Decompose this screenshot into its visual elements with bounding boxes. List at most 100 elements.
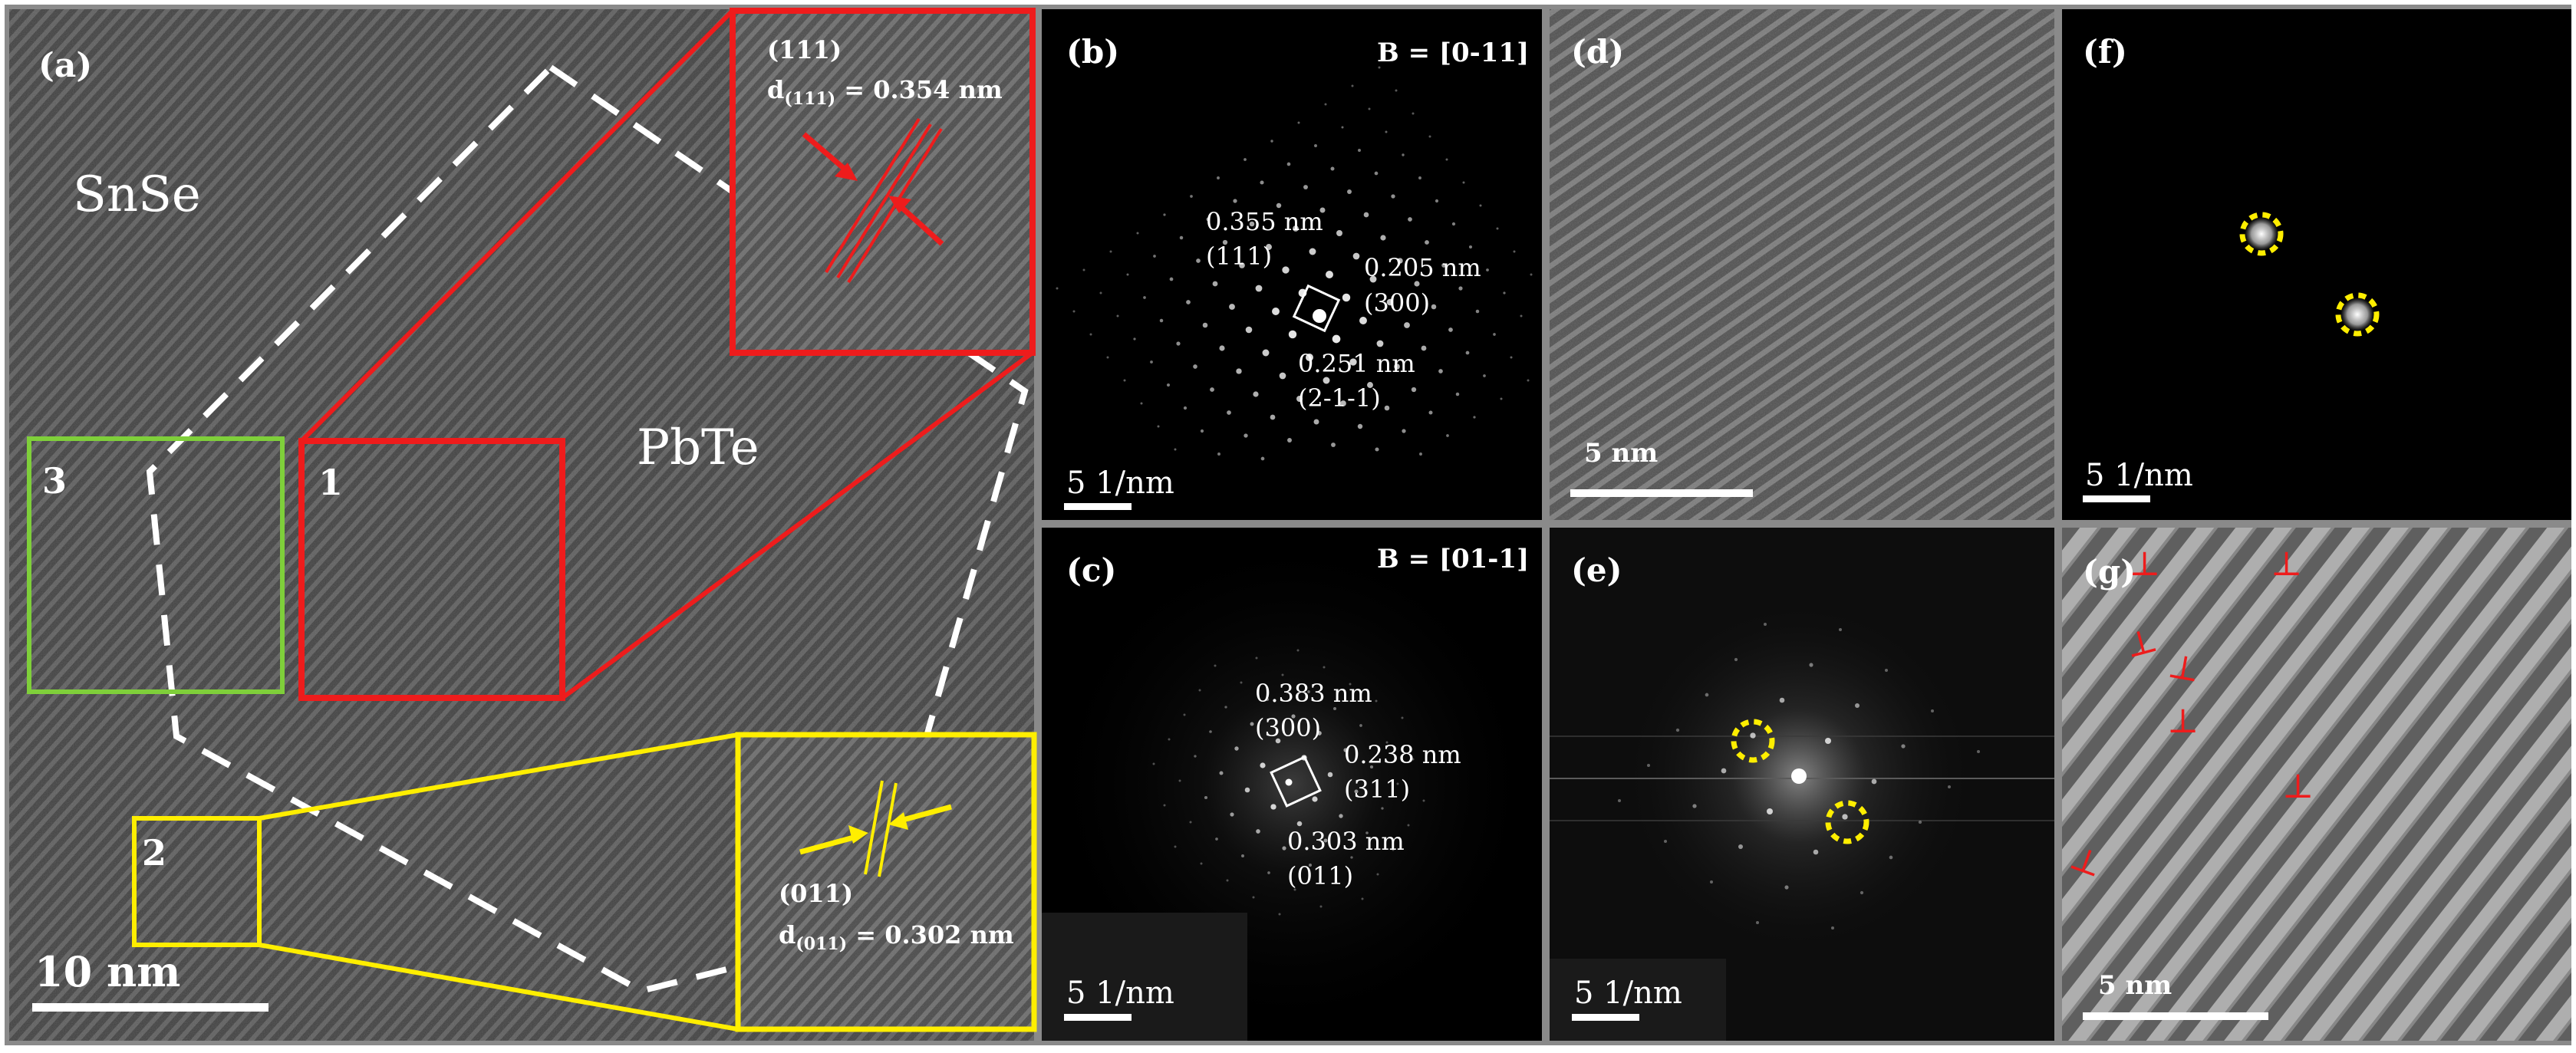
diffraction-spot (1363, 212, 1369, 218)
diffraction-spot (1303, 185, 1308, 189)
diffraction-spot (1445, 158, 1448, 161)
panel-e: (e) 5 1/nm (1550, 528, 2054, 1041)
diffraction-spot (1288, 330, 1297, 339)
diffraction-spot (1462, 181, 1465, 184)
fft-spot (1291, 714, 1296, 719)
diffraction-spot (1309, 248, 1316, 255)
fft-spot (1183, 713, 1186, 716)
spot-label: (311) (1344, 775, 1410, 804)
panel-b-label: (b) (1066, 33, 1119, 71)
diffraction-spot (1106, 356, 1109, 359)
diffraction-spot (1260, 180, 1264, 185)
fft-spot (1354, 789, 1359, 794)
diffraction-spot (1441, 263, 1446, 268)
diffraction-spot (1332, 334, 1341, 344)
panel-g-scale-bar (2083, 1012, 2268, 1020)
zoom-line (561, 350, 1034, 700)
fft-spot (1307, 690, 1310, 693)
inset-011: (011) d(011) = 0.302 nm (735, 732, 1037, 1032)
fft-spot (1234, 746, 1239, 751)
spot-label: 0.251 nm (1298, 349, 1415, 378)
diffraction-spot (1414, 281, 1420, 287)
fft-spot (1323, 838, 1328, 843)
fft-spot (1359, 724, 1362, 727)
diffraction-spot (1359, 317, 1367, 324)
fft-spot (1766, 808, 1774, 815)
diffraction-spot (1229, 304, 1235, 310)
region-1-label: 1 (318, 462, 343, 503)
panel-e-label: (e) (1571, 551, 1622, 589)
panel-b-zone-axis: B = [0-11] (1377, 38, 1529, 68)
fft-spot (1764, 623, 1767, 626)
fft-spot (1308, 863, 1313, 867)
diffraction-spot (1395, 89, 1398, 92)
diffraction-spot (1402, 429, 1406, 433)
diffraction-spot (1193, 364, 1197, 369)
diffraction-spot (1293, 225, 1299, 232)
diffraction-spot (1212, 281, 1218, 287)
diffraction-spot (1397, 258, 1403, 264)
fft-spot (1198, 689, 1201, 692)
diffraction-spots (1056, 66, 1533, 461)
fft-spot (1209, 730, 1212, 733)
panel-c-scale-bar (1064, 1014, 1132, 1021)
diffraction-spot (1455, 392, 1460, 397)
diffraction-spot (1306, 354, 1313, 361)
transmitted-beam (1313, 309, 1326, 323)
diffraction-spot (1099, 291, 1102, 295)
diffraction-spot (1163, 213, 1166, 216)
diffraction-spot (1126, 273, 1129, 276)
diffraction-spot (1375, 447, 1379, 452)
panel-d: (d) 5 nm (1550, 9, 2054, 520)
panel-a-label: (a) (38, 46, 92, 85)
spot-label: (300) (1364, 288, 1430, 318)
fft-spot (1422, 799, 1425, 802)
selected-spot-ring (1731, 719, 1775, 763)
diffraction-spot (1233, 199, 1237, 203)
selected-spot-ring (2239, 212, 2284, 256)
panel-b-scale-bar (1064, 503, 1132, 510)
inset-111: (111) d(111) = 0.354 nm (730, 8, 1036, 356)
diffraction-spot (1266, 244, 1272, 250)
diffraction-spot (1206, 217, 1211, 222)
fft-spot (1931, 709, 1934, 712)
fft-spot (1152, 762, 1155, 765)
diffraction-spot (1419, 452, 1422, 456)
diffraction-spot (1431, 304, 1437, 310)
fft-spot (1349, 683, 1352, 686)
panel-g-label: (g) (2083, 553, 2136, 591)
diffraction-spot (1222, 239, 1228, 245)
fft-spot (1333, 707, 1336, 710)
diffraction-spot (1384, 405, 1390, 411)
region-1-box (298, 438, 565, 701)
diffraction-spot (1342, 293, 1351, 302)
lattice-fringe-marker (878, 782, 898, 877)
diffraction-spot (1196, 258, 1201, 263)
spot-label: 0.383 nm (1255, 679, 1372, 708)
fft-spot (1270, 804, 1276, 810)
diffraction-spot (1483, 374, 1486, 377)
diffraction-spot (1190, 195, 1193, 198)
diffraction-spot (1349, 358, 1357, 366)
diffraction-spot (1385, 130, 1388, 133)
diffraction-spot (1357, 423, 1363, 429)
fft-spot (1343, 748, 1348, 752)
dislocation-icon: ⊥ (2271, 545, 2302, 584)
fft-spot (1256, 829, 1260, 834)
unit-cell-marker (1292, 284, 1341, 333)
arrow-icon (848, 825, 868, 844)
diffraction-spot (1323, 377, 1330, 384)
diffraction-spot (1279, 372, 1286, 380)
diffraction-spot (1391, 194, 1395, 199)
fft-spot (1224, 706, 1227, 709)
fft-spot (1365, 831, 1369, 834)
diffraction-spot (1473, 416, 1476, 419)
diffraction-spot (1174, 448, 1177, 451)
fft-spot (1178, 779, 1181, 782)
fft-spot (1252, 896, 1255, 899)
diffraction-spot (1245, 326, 1253, 334)
region-3-box (27, 436, 285, 694)
panel-e-scale-label: 5 1/nm (1574, 976, 1682, 1011)
selected-spot-ring (2335, 292, 2380, 337)
